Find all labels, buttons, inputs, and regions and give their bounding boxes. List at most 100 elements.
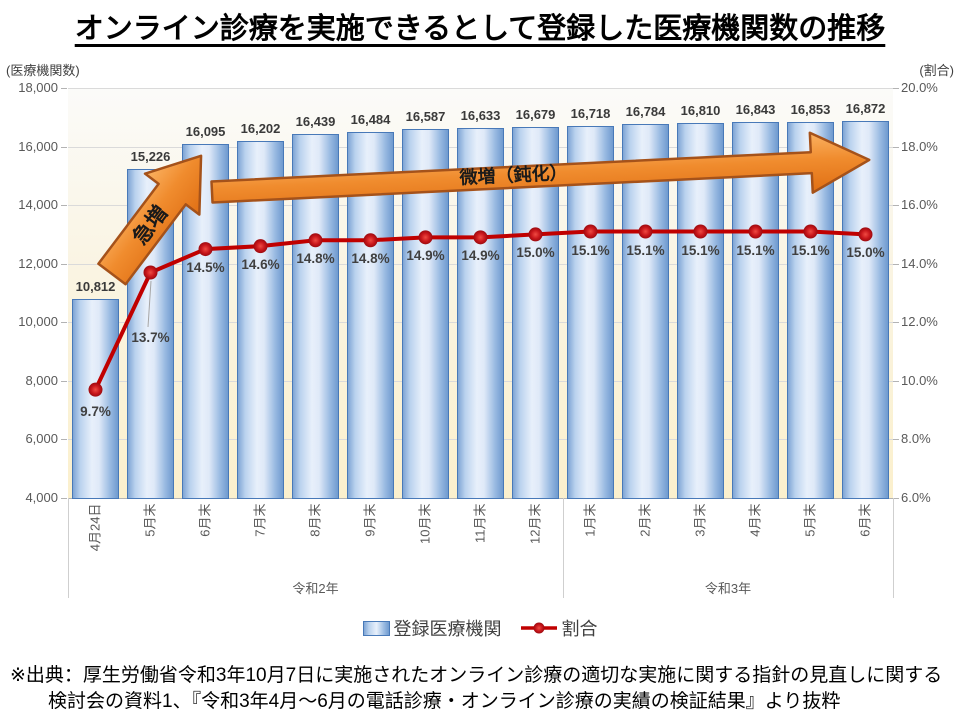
category-border bbox=[68, 498, 69, 598]
left-axis-unit-label: (医療機関数) bbox=[6, 63, 80, 78]
x-axis-label: 2月末 bbox=[637, 503, 653, 537]
source-note-line1: ※出典：厚生労働省令和3年10月7日に実施されたオンライン診療の適切な実施に関す… bbox=[10, 665, 943, 686]
bar-value-label: 16,202 bbox=[240, 120, 281, 136]
right-axis-tick bbox=[893, 322, 899, 324]
ratio-value-label: 15.0% bbox=[516, 245, 555, 261]
bar-value-label: 16,484 bbox=[350, 112, 391, 128]
bar-value-label: 16,872 bbox=[845, 101, 886, 117]
left-axis-tick-label: 4,000 bbox=[25, 490, 58, 505]
x-axis-label: 6月末 bbox=[857, 503, 873, 537]
left-axis-tick-label: 6,000 bbox=[25, 431, 58, 447]
left-axis-tick bbox=[61, 205, 67, 207]
bar-value-label: 16,633 bbox=[460, 108, 501, 124]
left-axis-tick bbox=[61, 146, 67, 148]
bar-registered-institutions bbox=[237, 140, 284, 499]
right-axis-tick-label: 10.0% bbox=[901, 372, 938, 388]
left-axis-tick bbox=[61, 380, 67, 382]
x-axis-label: 3月末 bbox=[692, 503, 708, 537]
bar-registered-institutions bbox=[732, 121, 779, 499]
x-axis-label: 9月末 bbox=[362, 503, 378, 537]
bar-value-label: 16,587 bbox=[405, 109, 446, 125]
source-note: ※出典：厚生労働省令和3年10月7日に実施されたオンライン診療の適切な実施に関す… bbox=[10, 663, 955, 715]
bar-value-label: 16,810 bbox=[680, 102, 721, 118]
right-axis-tick bbox=[893, 205, 899, 207]
right-axis-tick-label: 14.0% bbox=[901, 255, 938, 271]
bar-value-label: 16,095 bbox=[185, 123, 226, 139]
right-axis-tick bbox=[893, 380, 899, 382]
ratio-value-label: 15.1% bbox=[626, 242, 665, 258]
ratio-value-label: 14.5% bbox=[186, 260, 225, 276]
left-axis-tick-label: 14,000 bbox=[18, 197, 58, 213]
bar-registered-institutions bbox=[292, 133, 339, 499]
x-axis-label: 1月末 bbox=[582, 503, 598, 537]
bar-value-label: 16,853 bbox=[790, 101, 831, 117]
x-axis-label: 4月24日 bbox=[87, 503, 103, 551]
left-axis-tick-label: 8,000 bbox=[25, 372, 58, 388]
gridline bbox=[68, 88, 893, 89]
ratio-value-label: 15.1% bbox=[736, 242, 775, 258]
left-axis-tick-label: 10,000 bbox=[18, 314, 58, 330]
right-axis-tick-label: 18.0% bbox=[901, 138, 938, 154]
bar-value-label: 16,439 bbox=[295, 113, 336, 129]
left-axis-tick bbox=[61, 322, 67, 324]
bar-registered-institutions bbox=[512, 126, 559, 499]
bar-registered-institutions bbox=[347, 132, 394, 499]
left-axis-tick bbox=[61, 498, 67, 499]
page-title: オンライン診療を実施できるとして登録した医療機関数の推移 bbox=[74, 13, 886, 45]
bar-registered-institutions bbox=[72, 298, 119, 499]
ratio-value-label: 14.9% bbox=[406, 248, 445, 264]
bar-registered-institutions bbox=[182, 143, 229, 499]
bar-registered-institutions bbox=[567, 125, 614, 499]
right-axis-tick-label: 16.0% bbox=[901, 197, 938, 213]
era-group-label: 令和2年 bbox=[292, 581, 339, 596]
bar-registered-institutions bbox=[787, 121, 834, 499]
era-group-label: 令和3年 bbox=[704, 581, 752, 596]
bar-registered-institutions bbox=[402, 129, 449, 499]
right-axis-unit-label: (割合) bbox=[919, 63, 954, 78]
bar-registered-institutions bbox=[622, 123, 669, 499]
ratio-value-label: 14.8% bbox=[296, 251, 335, 267]
bar-series-swatch bbox=[362, 620, 390, 636]
ratio-value-label: 14.8% bbox=[351, 251, 390, 267]
right-axis-tick bbox=[893, 498, 899, 499]
legend-item-ratio: 割合 bbox=[520, 615, 598, 641]
left-axis-tick-label: 16,000 bbox=[18, 138, 58, 154]
x-axis-label: 8月末 bbox=[307, 503, 323, 537]
bar-registered-institutions bbox=[457, 128, 504, 499]
x-axis-label: 11月末 bbox=[472, 503, 488, 543]
x-axis-label: 6月末 bbox=[197, 503, 213, 537]
right-axis-tick-label: 12.0% bbox=[901, 314, 938, 330]
ratio-value-label: 13.7% bbox=[131, 330, 170, 345]
legend-item-registered-institutions: 登録医療機関 bbox=[362, 615, 502, 641]
source-note-line2: 検討会の資料1、『令和3年4月～6月の電話診療・オンライン診療の実績の検証結果』… bbox=[48, 691, 841, 712]
bar-value-label: 16,784 bbox=[625, 103, 666, 119]
x-axis-label: 10月末 bbox=[417, 503, 433, 544]
ratio-value-label: 15.1% bbox=[791, 242, 830, 258]
bar-value-label: 10,812 bbox=[75, 278, 116, 294]
line-series-swatch bbox=[520, 622, 557, 634]
left-axis-tick bbox=[61, 439, 67, 441]
legend-label: 割合 bbox=[561, 619, 598, 639]
x-axis-label: 5月末 bbox=[142, 503, 158, 537]
bar-value-label: 16,843 bbox=[735, 101, 776, 117]
ratio-value-label: 9.7% bbox=[80, 403, 111, 419]
right-axis-tick bbox=[893, 88, 899, 89]
ratio-value-label: 14.9% bbox=[461, 248, 500, 264]
x-axis-label: 4月末 bbox=[747, 503, 763, 537]
right-axis-tick-label: 20.0% bbox=[901, 80, 938, 95]
legend: 登録医療機関 割合 bbox=[0, 615, 960, 641]
ratio-value-label: 15.1% bbox=[681, 242, 720, 258]
x-axis-label: 7月末 bbox=[252, 503, 268, 537]
left-axis-tick-label: 12,000 bbox=[18, 255, 58, 271]
x-axis-label: 12月末 bbox=[527, 503, 543, 544]
right-axis-tick-label: 6.0% bbox=[901, 490, 931, 505]
x-axis-label: 5月末 bbox=[802, 503, 818, 537]
bar-registered-institutions bbox=[677, 122, 724, 499]
bar-value-label: 16,679 bbox=[515, 106, 556, 122]
right-axis-tick bbox=[893, 146, 899, 148]
category-border bbox=[563, 498, 564, 598]
left-axis-tick bbox=[61, 88, 67, 89]
left-axis-tick bbox=[61, 263, 67, 265]
ratio-value-label: 15.0% bbox=[846, 245, 885, 261]
